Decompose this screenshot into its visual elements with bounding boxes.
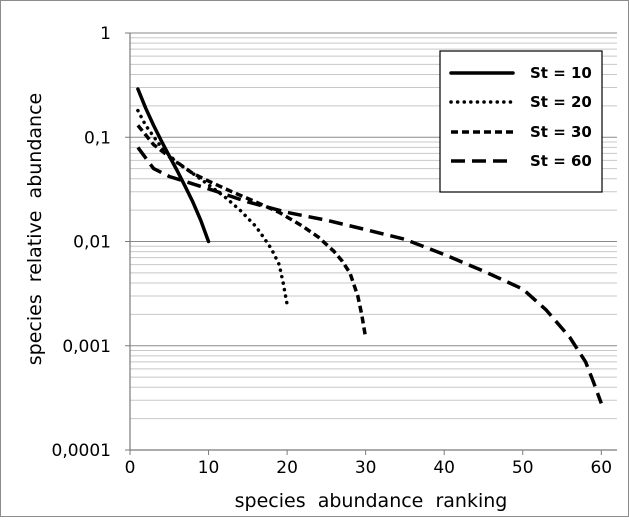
series-line-4 [136,146,603,405]
x-tick-label: 0 [125,458,136,478]
series-line-1 [136,87,211,244]
x-tick-label: 40 [433,458,455,478]
tick-labels: 0 10 20 30 40 50 60 0,0001 0,001 0,01 0,1 1 [52,24,613,478]
legend-label: St = 30 [530,123,592,141]
x-tick-label: 20 [276,458,298,478]
y-tick-label: 0,01 [73,233,111,253]
y-tick-label: 0,001 [62,337,111,357]
series-lines [136,87,603,405]
x-tick-label: 60 [590,458,612,478]
y-tick-label: 0,1 [84,128,111,148]
x-tick-label: 30 [355,458,377,478]
y-tick-label: 0,0001 [52,441,111,461]
x-tick-label: 50 [512,458,534,478]
x-axis-title: species abundance ranking [235,490,508,512]
series-line-2 [136,108,289,307]
legend: St = 10 St = 20 St = 30 St = 60 [439,50,603,193]
legend-label: St = 10 [530,64,592,82]
y-tick-label: 1 [100,24,111,44]
series-line-3 [136,124,368,338]
legend-label: St = 20 [530,93,592,111]
y-axis-title: species relative abundance [24,93,46,365]
axes [125,32,617,455]
x-tick-label: 10 [198,458,220,478]
legend-label: St = 60 [530,152,592,170]
